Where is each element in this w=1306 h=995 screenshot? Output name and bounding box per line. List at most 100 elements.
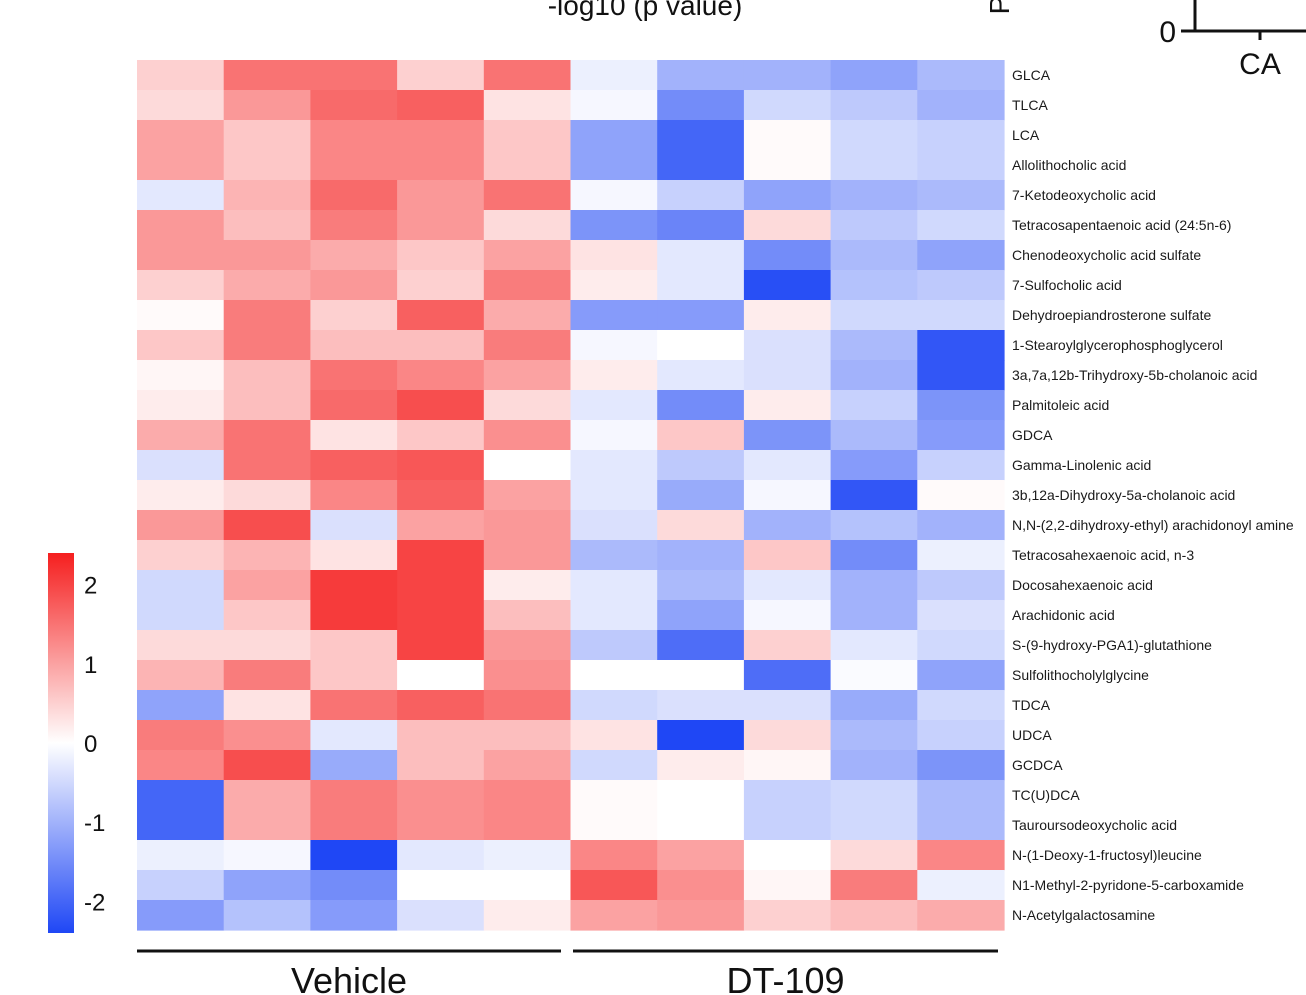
heatmap-cell [223, 750, 311, 781]
heatmap-cell [397, 420, 485, 451]
heatmap-cell [397, 480, 485, 511]
heatmap-cell [310, 600, 398, 631]
heatmap-cell [137, 720, 225, 751]
heatmap-cell [310, 720, 398, 751]
heatmap-cell [570, 330, 658, 361]
heatmap-cell [223, 810, 311, 841]
heatmap-cell [310, 810, 398, 841]
heatmap-cell [657, 900, 745, 931]
row-label: GDCA [1012, 427, 1053, 443]
fragment-category-label: CA [1239, 48, 1281, 81]
heatmap-cell [917, 540, 1005, 571]
heatmap-cell [310, 90, 398, 121]
heatmap-cell [223, 420, 311, 451]
fragment-zero-tick-label: 0 [1159, 16, 1176, 49]
heatmap-cell [657, 150, 745, 181]
row-label: Tetracosahexaenoic acid, n-3 [1012, 547, 1194, 563]
heatmap-cell [137, 150, 225, 181]
row-label: Palmitoleic acid [1012, 397, 1109, 413]
heatmap-cell [830, 540, 918, 571]
heatmap-cell [570, 240, 658, 271]
heatmap-cell [657, 750, 745, 781]
heatmap-cell [483, 630, 572, 661]
heatmap-cell [743, 510, 832, 541]
heatmap-cell [830, 810, 918, 841]
heatmap-cell [223, 660, 311, 691]
heatmap-cell [657, 480, 745, 511]
heatmap-cell [743, 300, 832, 331]
heatmap-cell [830, 180, 918, 211]
heatmap-cell [743, 840, 832, 871]
heatmap-cell [917, 870, 1005, 901]
heatmap-cell [137, 840, 225, 871]
heatmap-cell [657, 840, 745, 871]
heatmap-cell [397, 150, 485, 181]
heatmap-cell [310, 240, 398, 271]
heatmap-cell [137, 540, 225, 571]
row-labels: GLCA TLCA LCA 7-Ketodeoxycholic acid Tetraco… [1012, 67, 1294, 923]
heatmap-cells [137, 60, 1005, 931]
heatmap-cell [397, 780, 485, 811]
heatmap-cell [397, 900, 485, 931]
heatmap-cell [310, 180, 398, 211]
heatmap-cell [830, 570, 918, 601]
heatmap-cell [917, 60, 1005, 91]
row-label: Arachidonic acid [1012, 607, 1115, 623]
heatmap-cell [397, 60, 485, 91]
heatmap-cell [397, 540, 485, 571]
heatmap-cell [137, 360, 225, 391]
heatmap-cell [917, 90, 1005, 121]
heatmap-cell [310, 750, 398, 781]
heatmap-cell [137, 330, 225, 361]
row-label: TLCA [1012, 97, 1048, 113]
heatmap-cell [223, 630, 311, 661]
heatmap-cell [830, 600, 918, 631]
heatmap-cell [743, 810, 832, 841]
heatmap-cell [830, 900, 918, 931]
heatmap-cell [223, 270, 311, 301]
heatmap-cell [397, 180, 485, 211]
heatmap-cell [570, 720, 658, 751]
heatmap-cell [917, 480, 1005, 511]
heatmap-cell [743, 570, 832, 601]
row-label: 1-Stearoylglycerophosphoglycerol [1012, 337, 1223, 353]
heatmap-cell [743, 210, 832, 241]
heatmap-cell [570, 90, 658, 121]
heatmap-cell [570, 360, 658, 391]
heatmap-cell [397, 660, 485, 691]
heatmap-cell [483, 540, 572, 571]
heatmap-cell [657, 450, 745, 481]
heatmap-cell [223, 390, 311, 421]
heatmap-cell [657, 870, 745, 901]
heatmap-cell [483, 90, 572, 121]
heatmap-cell [310, 510, 398, 541]
heatmap-cell [917, 210, 1005, 241]
heatmap-cell [223, 720, 311, 751]
heatmap-cell [743, 690, 832, 721]
heatmap-cell [223, 210, 311, 241]
heatmap-cell [657, 240, 745, 271]
heatmap-cell [137, 660, 225, 691]
heatmap-cell [223, 600, 311, 631]
heatmap-cell [917, 600, 1005, 631]
heatmap-cell [657, 540, 745, 571]
heatmap-cell [917, 150, 1005, 181]
row-label: 7-Sulfocholic acid [1012, 277, 1122, 293]
heatmap-cell [310, 630, 398, 661]
heatmap-cell [137, 210, 225, 241]
heatmap-cell [137, 900, 225, 931]
heatmap-cell [223, 570, 311, 601]
heatmap-cell [830, 270, 918, 301]
heatmap-cell [223, 480, 311, 511]
heatmap-cell [743, 600, 832, 631]
heatmap-cell [917, 240, 1005, 271]
row-label: TC(U)DCA [1012, 787, 1080, 803]
heatmap-cell [483, 570, 572, 601]
heatmap-cell [137, 480, 225, 511]
heatmap-cell [137, 510, 225, 541]
heatmap-cell [397, 270, 485, 301]
heatmap-cell [830, 450, 918, 481]
row-label: N,N-(2,2-dihydroxy-ethyl) arachidonoyl a… [1012, 517, 1294, 533]
heatmap-cell [397, 120, 485, 151]
